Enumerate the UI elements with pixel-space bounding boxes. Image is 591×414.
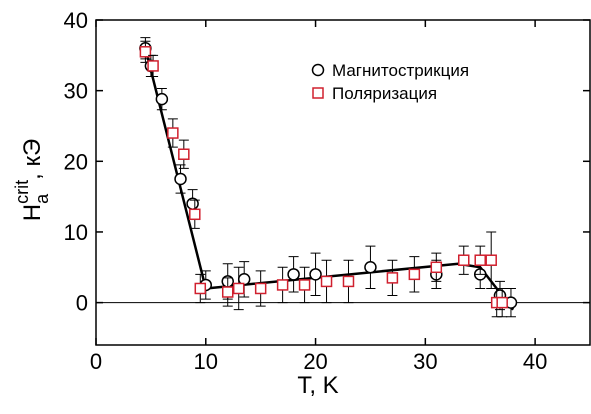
point (320, 275, 333, 288)
x-tick-label: 20 (303, 349, 327, 374)
point (386, 272, 399, 284)
y-label-unit: , кЭ (19, 139, 46, 180)
legend-label: Поляризация (332, 84, 437, 103)
point (458, 254, 470, 266)
point (364, 261, 377, 274)
plot-frame (95, 19, 591, 346)
point (147, 60, 159, 72)
legend-marker (311, 63, 325, 77)
point (309, 268, 322, 281)
point (430, 261, 443, 274)
point (178, 148, 190, 160)
x-tick-label: 0 (90, 349, 102, 374)
y-label-sup: crit (12, 180, 32, 204)
point (232, 282, 245, 295)
y-tick-label: 30 (64, 79, 88, 104)
point (189, 208, 201, 221)
point (474, 254, 486, 266)
x-tick-label: 30 (413, 349, 437, 374)
legend-label: Магнитострикция (332, 61, 469, 80)
fit-line (144, 47, 515, 311)
point (408, 268, 421, 281)
point (496, 296, 508, 309)
x-tick-label: 40 (523, 349, 547, 374)
y-axis-label: Hacrit, кЭ (12, 139, 52, 221)
x-tick-label: 10 (194, 349, 218, 374)
point (485, 254, 497, 266)
legend-marker (312, 87, 324, 99)
point (174, 172, 187, 186)
y-tick-label: 10 (64, 220, 88, 245)
point (287, 268, 300, 281)
point (342, 275, 355, 288)
point (276, 279, 289, 291)
point (155, 92, 169, 106)
point (167, 127, 179, 139)
y-tick-label: 0 (76, 291, 88, 316)
y-label-sub: a (32, 193, 52, 204)
y-tick-label: 20 (64, 149, 88, 174)
point (298, 279, 311, 291)
point (221, 286, 234, 298)
point (139, 46, 152, 58)
x-axis-label: T, K (297, 372, 338, 399)
y-label-base: H (19, 204, 46, 221)
point (254, 282, 267, 295)
y-tick-label: 40 (64, 8, 88, 33)
point (194, 282, 207, 295)
